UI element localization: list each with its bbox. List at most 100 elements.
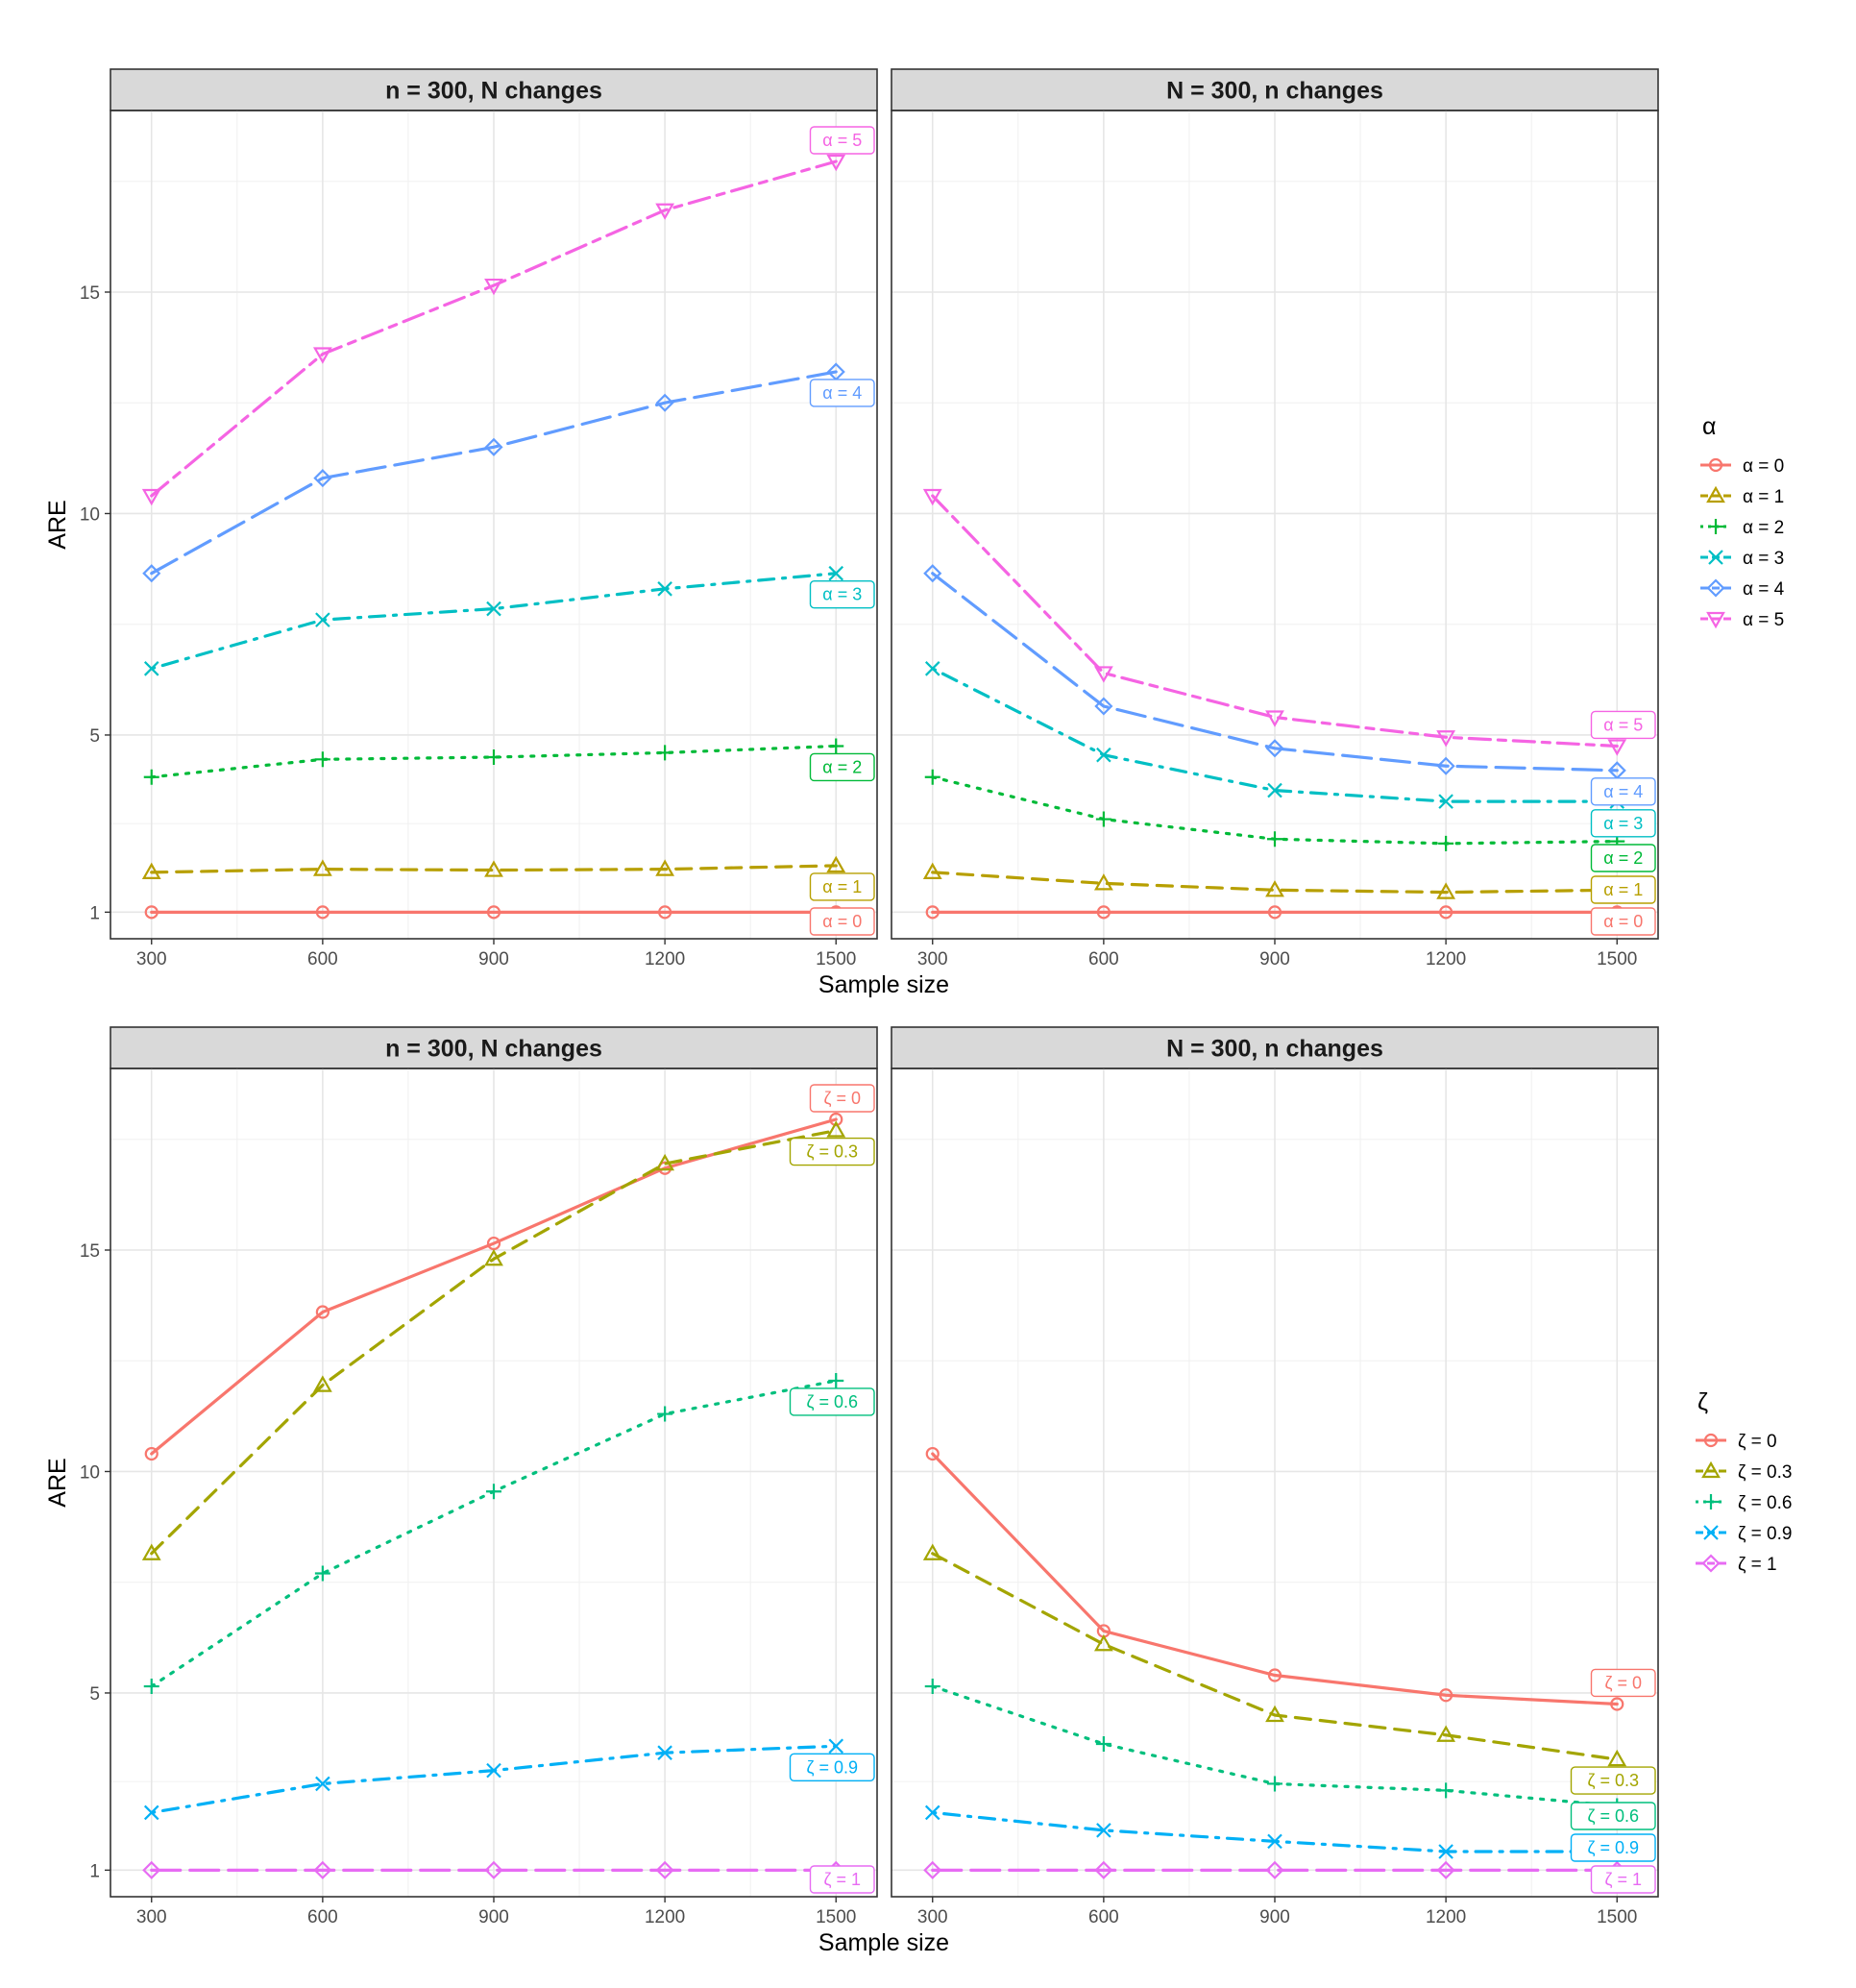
data-point xyxy=(1096,747,1111,763)
series-line xyxy=(150,572,838,671)
data-point xyxy=(922,488,942,506)
end-label-text: α = 4 xyxy=(822,383,862,403)
data-point xyxy=(1610,1697,1624,1711)
end-label: ζ = 0.3 xyxy=(1570,1766,1656,1795)
end-label: α = 4 xyxy=(809,379,875,407)
end-label-text: α = 2 xyxy=(822,757,862,776)
data-point xyxy=(312,347,332,364)
data-point xyxy=(1436,1725,1456,1742)
x-tick-label: 600 xyxy=(307,1907,338,1927)
data-point xyxy=(922,1543,942,1560)
data-point xyxy=(1265,1705,1284,1723)
series-line xyxy=(150,864,838,874)
data-point xyxy=(315,1305,330,1319)
end-label-box xyxy=(1590,844,1656,872)
end-label-text: α = 0 xyxy=(822,912,862,931)
data-point xyxy=(1096,905,1111,920)
legend-key xyxy=(1696,1460,1726,1479)
y-tick-label: 1 xyxy=(89,903,100,923)
end-label: ζ = 1 xyxy=(1590,1865,1656,1894)
series-line xyxy=(931,572,1619,773)
data-point xyxy=(655,1860,674,1879)
x-tick-label: 900 xyxy=(478,949,509,969)
data-point xyxy=(657,1406,673,1422)
x-tick-label: 1500 xyxy=(1597,1907,1637,1927)
series-2 xyxy=(143,1372,844,1695)
data-point xyxy=(314,751,330,768)
end-label-text: α = 2 xyxy=(1603,848,1643,868)
legend-title: ζ xyxy=(1697,1388,1708,1415)
data-point xyxy=(657,745,673,761)
series-5 xyxy=(922,488,1627,756)
x-tick-label: 1500 xyxy=(1597,949,1637,969)
data-point xyxy=(1267,1668,1282,1682)
series-line xyxy=(931,1452,1619,1706)
end-label-text: ζ = 0.3 xyxy=(807,1142,858,1162)
series-5 xyxy=(141,154,846,506)
data-point xyxy=(657,581,672,597)
data-point xyxy=(313,1860,332,1879)
legend-item-label: α = 0 xyxy=(1743,456,1784,477)
end-label: α = 1 xyxy=(809,872,875,901)
data-point xyxy=(1265,1860,1284,1879)
legend-item-label: α = 5 xyxy=(1743,610,1784,630)
data-point xyxy=(658,905,672,920)
legend-item-label: ζ = 0 xyxy=(1738,1432,1777,1452)
end-label-box xyxy=(809,872,875,901)
legend-key-marker xyxy=(1708,457,1723,473)
end-label-text: α = 4 xyxy=(1603,782,1643,801)
legend-item-label: ζ = 0.3 xyxy=(1738,1462,1792,1483)
data-point xyxy=(826,855,846,873)
data-point xyxy=(484,278,503,296)
x-tick-label: 1500 xyxy=(816,1907,856,1927)
data-point xyxy=(141,862,161,879)
legend-key xyxy=(1700,578,1731,598)
y-tick-label: 15 xyxy=(80,283,100,304)
legend-item-label: α = 3 xyxy=(1743,549,1784,569)
series-3 xyxy=(143,1738,844,1821)
y-axis-title: ARE xyxy=(44,1458,71,1507)
data-point xyxy=(1265,880,1284,897)
data-point xyxy=(1096,1823,1111,1838)
x-tick-label: 600 xyxy=(1088,1907,1119,1927)
facet-strip-label: n = 300, N changes xyxy=(385,1036,602,1063)
end-label-box xyxy=(809,1084,875,1113)
data-point xyxy=(1267,905,1282,920)
legend-item-label: ζ = 0.6 xyxy=(1738,1493,1792,1513)
x-tick-label: 300 xyxy=(917,1907,948,1927)
data-point xyxy=(312,1375,332,1392)
data-point xyxy=(826,154,846,172)
facet-strip-label: N = 300, n changes xyxy=(1166,78,1383,105)
end-label: ζ = 0.9 xyxy=(1570,1833,1656,1862)
legend-key xyxy=(1700,611,1731,629)
facet-strip xyxy=(110,68,878,111)
facet-panel: N = 300, n changes 300 600 900 1200 1500 ζ = 0… xyxy=(891,1026,1659,1927)
x-axis-title: Sample size xyxy=(818,1929,949,1956)
data-point xyxy=(1439,905,1453,920)
data-point xyxy=(828,565,844,581)
data-point xyxy=(315,612,330,627)
end-label: α = 1 xyxy=(1590,875,1656,904)
end-label-box xyxy=(809,580,875,609)
series-4 xyxy=(923,564,1626,780)
end-label: α = 5 xyxy=(809,126,875,155)
y-axis-title: ARE xyxy=(44,500,71,549)
end-label-text: α = 1 xyxy=(1603,880,1643,899)
data-point xyxy=(486,749,501,766)
end-label-box xyxy=(1590,1668,1656,1698)
end-label: ζ = 0.6 xyxy=(789,1387,875,1416)
data-point xyxy=(1095,1735,1111,1752)
data-point xyxy=(142,1860,161,1879)
data-point xyxy=(1436,730,1456,748)
x-tick-label: 300 xyxy=(917,949,948,969)
facet-strip-label: n = 300, N changes xyxy=(385,78,602,105)
legend-key-marker xyxy=(1703,1433,1719,1448)
series-1 xyxy=(141,1120,846,1560)
data-point xyxy=(1094,697,1113,716)
series-line xyxy=(931,1552,1619,1761)
end-label-text: α = 0 xyxy=(1603,912,1643,931)
legend-key xyxy=(1700,550,1731,565)
data-point xyxy=(143,1679,159,1695)
